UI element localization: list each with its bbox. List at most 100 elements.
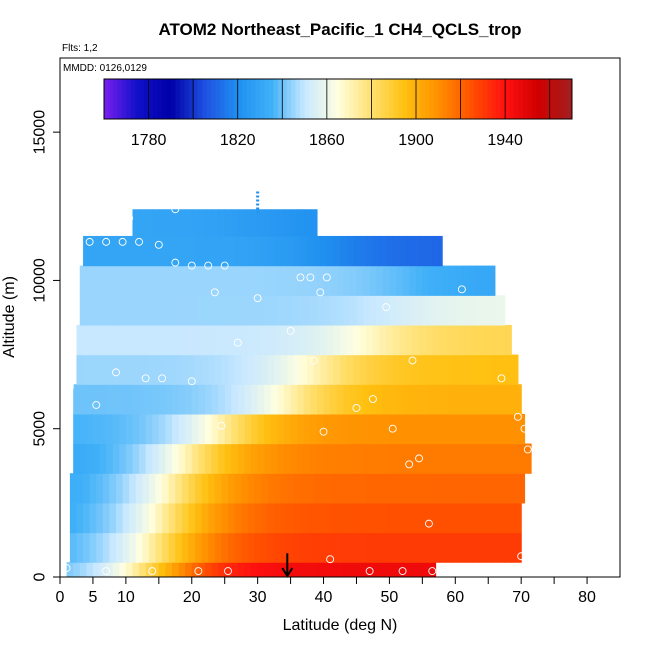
curtain-cell — [254, 473, 262, 504]
observation-point — [194, 567, 203, 576]
curtain-cell — [491, 354, 499, 385]
curtain-cell — [251, 384, 259, 415]
curtain-cell — [307, 354, 315, 385]
curtain-cell — [471, 354, 479, 385]
curtain-cell — [438, 502, 447, 534]
colorbar-swatch — [514, 79, 520, 119]
curtain-cell — [287, 532, 295, 563]
curtain-cell — [69, 532, 78, 563]
curtain-cell — [165, 413, 173, 445]
curtain-cell — [320, 473, 328, 504]
curtain-cell — [247, 473, 255, 504]
curtain-cell — [195, 532, 203, 563]
curtain-cell — [135, 235, 143, 267]
curtain-cell — [488, 443, 496, 474]
curtain-cell — [145, 209, 153, 237]
curtain-cell — [132, 562, 140, 577]
curtain-cell — [175, 235, 183, 267]
curtain-cell — [224, 384, 232, 415]
curtain-cell — [109, 473, 117, 504]
curtain-cell — [293, 473, 302, 504]
curtain-cell — [195, 354, 203, 385]
curtain-cell — [267, 354, 275, 385]
curtain-cell — [208, 502, 216, 534]
curtain-cell — [336, 413, 344, 445]
curtain-cell — [231, 209, 239, 237]
curtain-cell — [139, 295, 147, 326]
curtain-cell — [343, 265, 351, 296]
observation-point — [253, 294, 262, 303]
curtain-cell — [471, 324, 479, 356]
curtain-cell — [260, 502, 269, 534]
colorbar-swatch — [469, 79, 475, 119]
curtain-cell — [79, 562, 87, 577]
curtain-cell — [284, 413, 292, 445]
curtain-cell — [99, 265, 107, 296]
curtain-cell — [330, 384, 338, 415]
curtain-cell — [313, 532, 321, 563]
curtain-cell — [478, 532, 486, 563]
curtain-cell — [386, 354, 394, 385]
colorbar-swatch — [286, 79, 292, 119]
colorbar-swatch — [451, 79, 457, 119]
observation-point — [141, 374, 150, 383]
curtain-cell — [277, 384, 285, 415]
observation-point — [326, 555, 335, 564]
curtain-cell — [297, 562, 305, 577]
colorbar-swatch — [491, 79, 497, 119]
curtain-cell — [148, 502, 157, 534]
curtain-cell — [145, 384, 153, 415]
colorbar-swatch — [411, 79, 417, 119]
curtain-cell — [148, 354, 157, 385]
curtain-cell — [284, 209, 292, 237]
curtain-cell — [129, 473, 137, 504]
curtain-cell — [435, 384, 443, 415]
curtain-cell — [79, 384, 87, 415]
curtain-cell — [218, 209, 226, 237]
curtain-cell — [303, 562, 311, 577]
curtain-cell — [264, 209, 272, 237]
curtain-cell — [135, 532, 143, 563]
curtain-cell — [86, 443, 94, 474]
colorbar-swatch — [384, 79, 390, 119]
curtain-cell — [264, 562, 272, 577]
curtain-cell — [491, 473, 499, 504]
curtain-cell — [392, 473, 400, 504]
curtain-cell — [204, 413, 213, 445]
curtain-cell — [386, 532, 394, 563]
colorbar-swatch — [202, 79, 208, 119]
curtain-cell — [293, 502, 302, 534]
curtain-cell — [346, 235, 354, 267]
curtain-cell — [386, 235, 394, 267]
curtain-cell — [389, 295, 397, 326]
curtain-cell — [188, 532, 196, 563]
colorbar-swatch — [166, 79, 172, 119]
curtain-cell — [366, 532, 374, 563]
curtain-cell — [353, 354, 361, 385]
curtain-cell — [195, 235, 203, 267]
curtain-cell — [389, 443, 397, 474]
curtain-cell — [158, 443, 167, 474]
curtain-cell — [231, 443, 239, 474]
curtain-cell — [405, 532, 414, 563]
curtain-cell — [280, 354, 288, 385]
curtain-cell — [165, 209, 173, 237]
curtain-cell — [277, 209, 285, 237]
colorbar-swatch — [335, 79, 341, 119]
curtain-cell — [287, 502, 295, 534]
curtain-cell — [353, 532, 361, 563]
colorbar-tick-label: 1940 — [487, 132, 523, 149]
curtain-cell — [181, 473, 190, 504]
curtain-cell — [333, 324, 341, 356]
curtain-cell — [438, 473, 447, 504]
curtain-cell — [300, 473, 308, 504]
curtain-cell — [198, 443, 206, 474]
colorbar-swatch — [210, 79, 216, 119]
curtain-cell — [320, 324, 328, 356]
curtain-cell — [386, 324, 394, 356]
curtain-cell — [461, 295, 470, 326]
observation-point — [92, 401, 101, 409]
curtain-cell — [484, 473, 493, 504]
curtain-cell — [458, 354, 466, 385]
curtain-cell — [386, 502, 394, 534]
